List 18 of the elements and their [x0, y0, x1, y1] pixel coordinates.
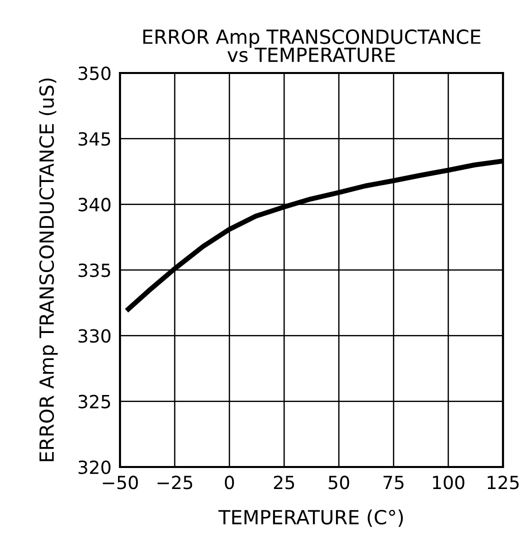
y-tick-label: 320: [78, 460, 110, 474]
x-tick-label: 25: [274, 476, 294, 490]
y-tick-label: 340: [78, 198, 110, 212]
y-tick-label: 325: [78, 394, 110, 408]
x-tick-label: −50: [102, 476, 138, 490]
y-tick-label: 345: [78, 132, 110, 146]
x-tick-label: 125: [488, 476, 519, 490]
chart-title: ERROR Amp TRANSCONDUCTANCE vs TEMPERATURE: [143, 29, 480, 62]
x-tick-label: 75: [384, 476, 404, 490]
y-tick-label: 335: [78, 263, 110, 278]
x-tick-label: 50: [328, 476, 350, 490]
x-tick-label: −25: [158, 476, 192, 490]
y-tick-label: 350: [78, 66, 110, 80]
x-tick-label: 100: [433, 476, 464, 490]
x-tick-label: 0: [224, 476, 234, 490]
x-axis-title: TEMPERATURE (C°): [218, 509, 403, 527]
y-tick-label: 330: [78, 329, 110, 343]
y-axis-title: ERROR Amp TRANSCONDUCTANCE (uS): [38, 78, 58, 462]
